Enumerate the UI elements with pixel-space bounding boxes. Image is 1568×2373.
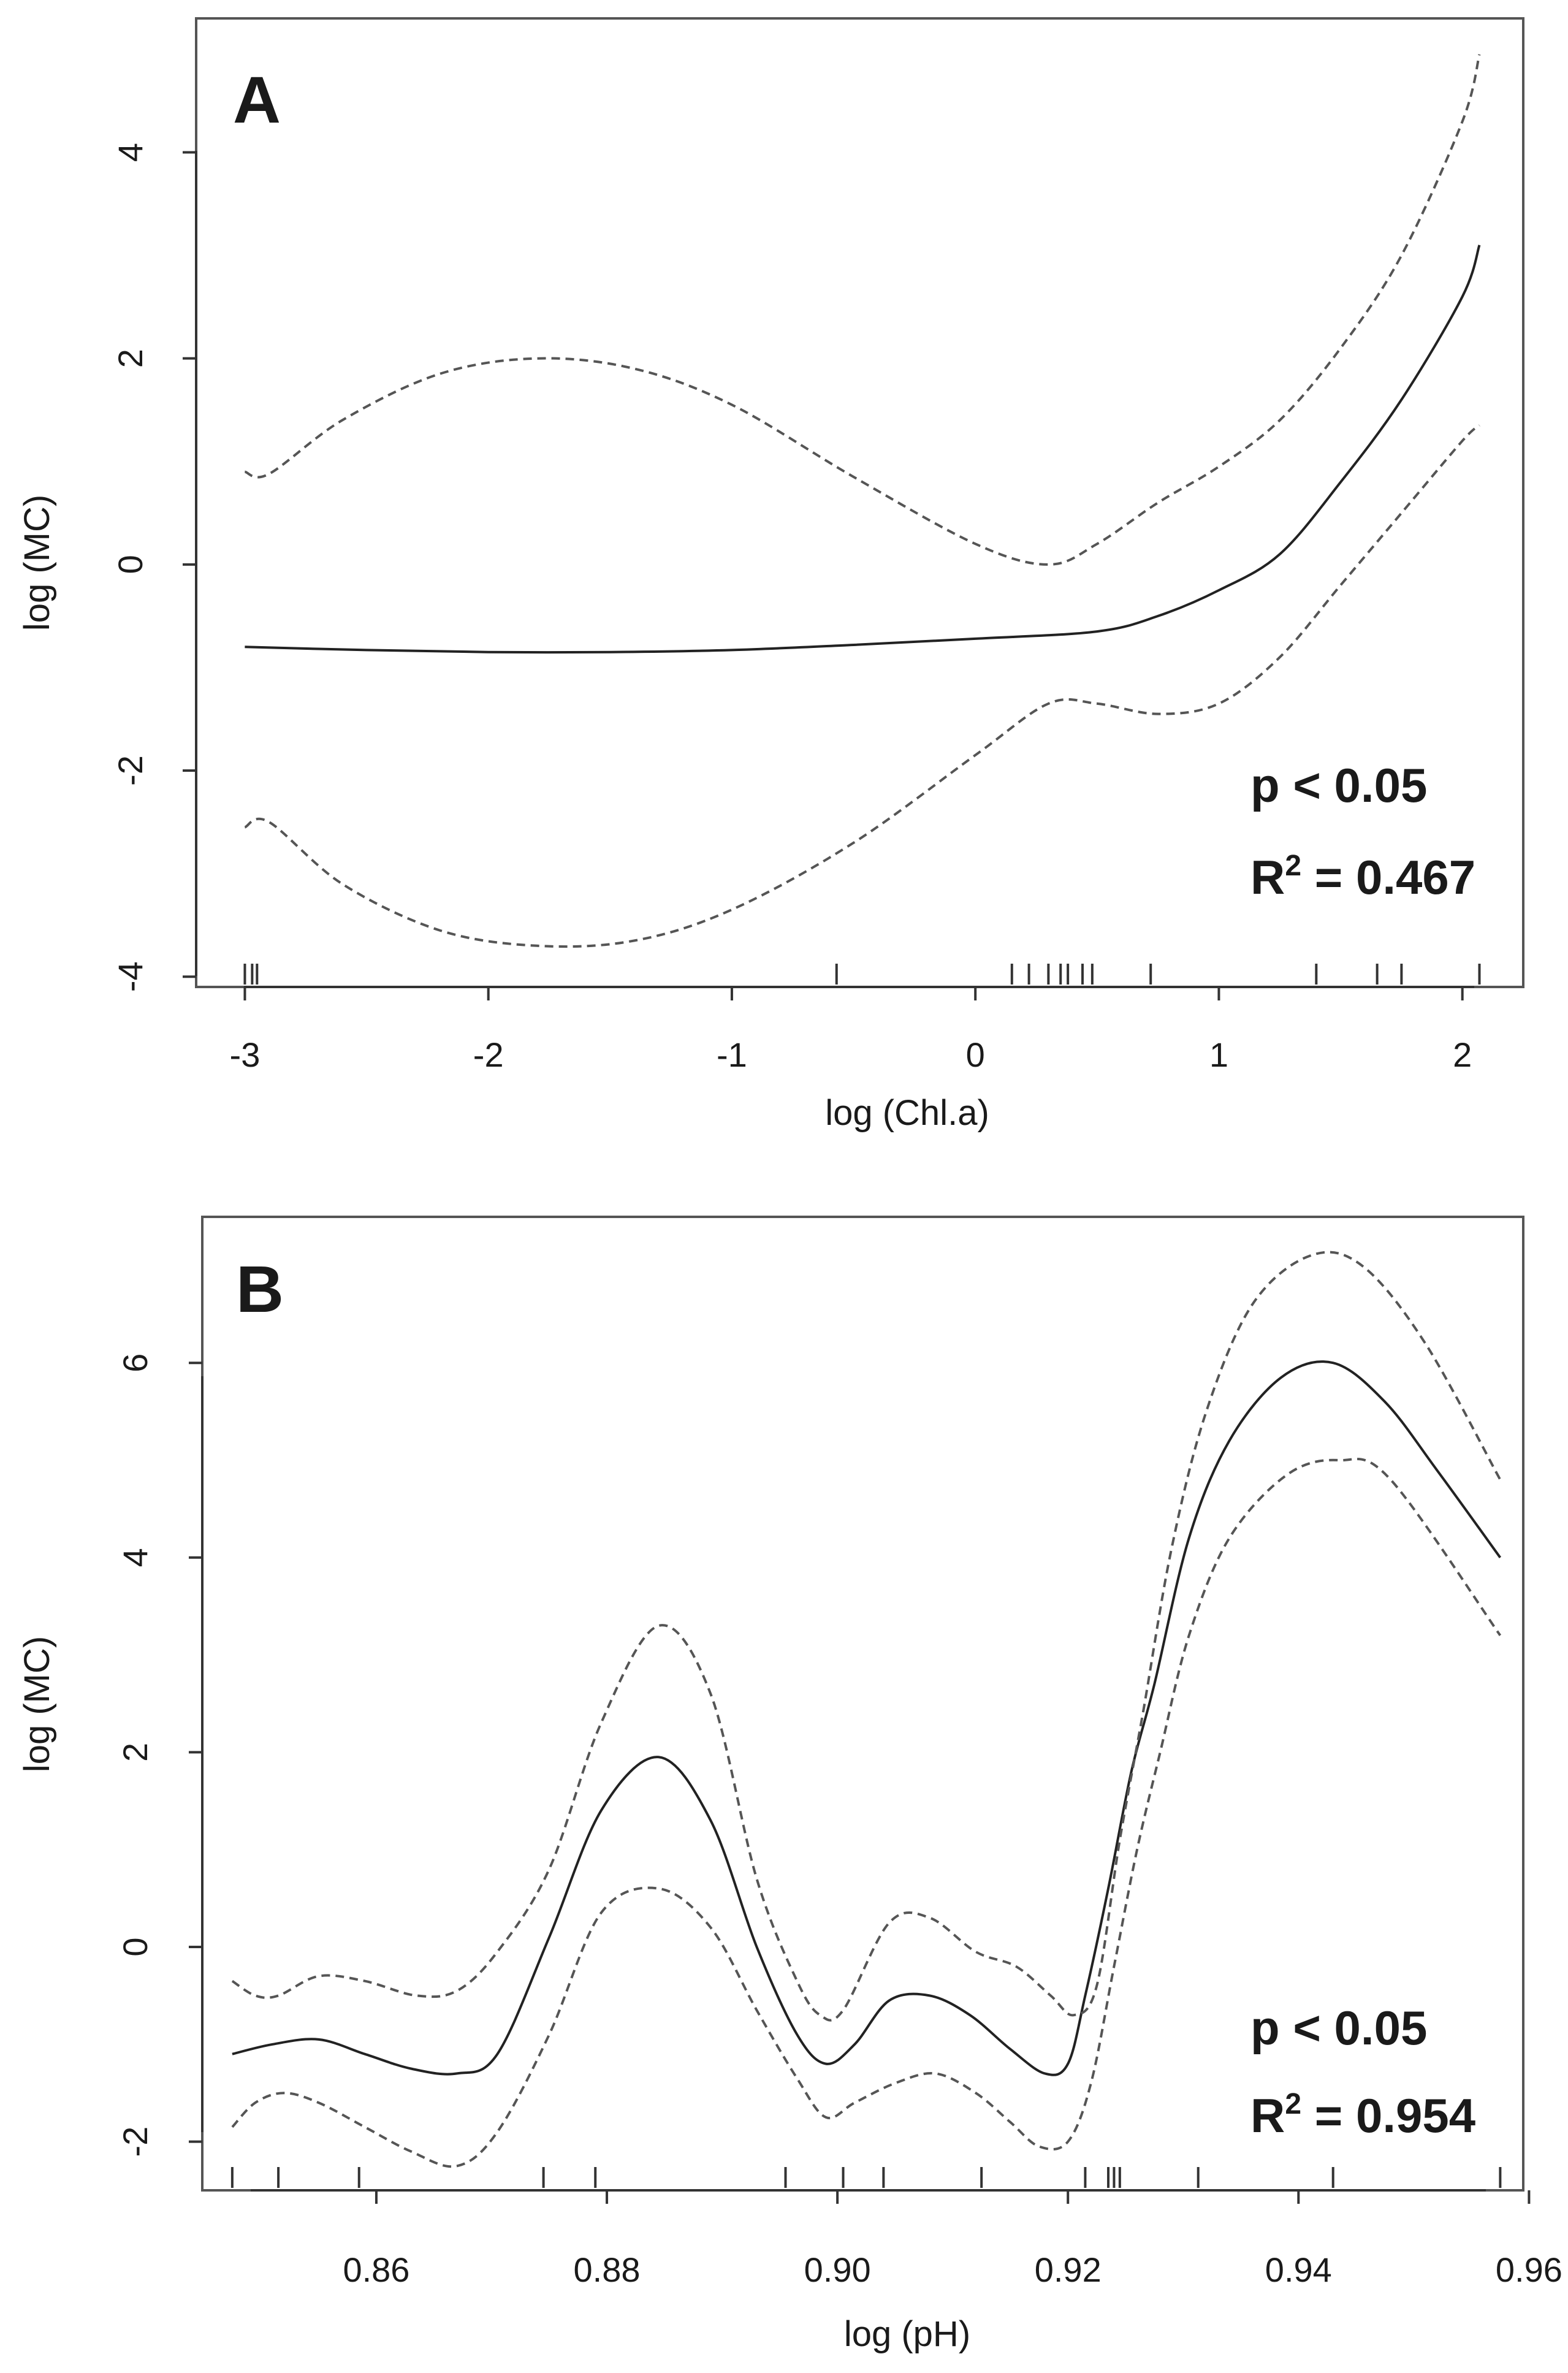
panel-b-r-label: R [1250, 2089, 1285, 2143]
panel-a-x-tick-label: -1 [717, 1035, 747, 1074]
panel-a-x-tick-label: -3 [230, 1035, 261, 1074]
panel-b-y-tick-label: 6 [116, 1354, 154, 1373]
panel-a-x-ticks: -3 -2 -1 0 1 2 [230, 987, 1472, 1074]
panel-a-r-label: R [1250, 850, 1285, 904]
panel-a-rug [243, 964, 1481, 985]
panel-b-rug [230, 2167, 1502, 2188]
panel-a-r-squared: R2 = 0.467 [1250, 850, 1475, 904]
panel-a-r-value: = 0.467 [1301, 850, 1475, 904]
panel-b-x-tick-label: 0.94 [1265, 2250, 1332, 2289]
panel-a-x-axis-title: log (Chl.a) [825, 1093, 989, 1133]
panel-b-label: B [236, 1252, 284, 1326]
panel-b-p-value: p < 0.05 [1250, 2001, 1427, 2055]
panel-b-x-tick-label: 0.96 [1496, 2250, 1562, 2289]
panel-a-fit-line [245, 245, 1481, 654]
panel-a-y-tick-label: 4 [111, 143, 150, 162]
panel-b-r-value: = 0.954 [1301, 2089, 1475, 2143]
panel-a-x-tick-label: 1 [1209, 1035, 1228, 1074]
panel-a-x-tick-label: -2 [473, 1035, 504, 1074]
panel-b-x-tick-label: 0.92 [1035, 2250, 1102, 2289]
panel-b-x-tick-label: 0.90 [804, 2250, 871, 2289]
panel-a-label: A [233, 63, 281, 137]
panel-b-x-ticks: 0.86 0.88 0.90 0.92 0.94 0.96 [343, 2190, 1562, 2289]
panel-b-r-superscript: 2 [1285, 2088, 1301, 2120]
panel-a-x-tick-label: 0 [966, 1035, 985, 1074]
panel-b-y-tick-label: 0 [116, 1937, 154, 1956]
panel-a-x-tick-label: 2 [1453, 1035, 1472, 1074]
panel-b-y-tick-label: 2 [116, 1743, 154, 1762]
panel-a-y-ticks: -4 -2 0 2 4 [111, 143, 196, 992]
panel-a-y-tick-label: 2 [111, 349, 150, 368]
panel-a-r-superscript: 2 [1285, 850, 1301, 882]
panel-b-y-tick-label: -2 [116, 2127, 154, 2157]
panel-a-y-tick-label: -4 [111, 961, 150, 992]
panel-b-y-axis-title: log (MC) [17, 1636, 57, 1772]
panel-b-x-tick-label: 0.86 [343, 2250, 409, 2289]
panel-a-y-axis-title: log (MC) [17, 495, 57, 631]
panel-a-upper-ci-line [244, 54, 1481, 566]
panel-a-lower-ci-line [244, 424, 1480, 948]
panel-a-y-tick-label: 0 [111, 555, 150, 574]
panel-b-y-ticks: -2 0 2 4 6 [116, 1354, 202, 2157]
panel-b-r-squared: R2 = 0.954 [1250, 2088, 1475, 2143]
panel-b-series [231, 1251, 1502, 2168]
panel-a-series [244, 54, 1481, 948]
panel-b-fit-line [232, 1360, 1502, 2076]
panel-a-p-value: p < 0.05 [1250, 758, 1427, 812]
panel-b-upper-ci-line [231, 1251, 1502, 2022]
panel-b-x-axis-title: log (pH) [844, 2314, 970, 2354]
panel-b-x-tick-label: 0.88 [574, 2250, 641, 2289]
panel-b-y-tick-label: 4 [116, 1548, 154, 1567]
panel-b-lower-ci-line [231, 1458, 1502, 2168]
panel-a-y-tick-label: -2 [111, 755, 150, 786]
panel-b: 0.86 0.88 0.90 0.92 0.94 0.96 -2 0 2 4 6 B p < 0.… [17, 1216, 1562, 2354]
